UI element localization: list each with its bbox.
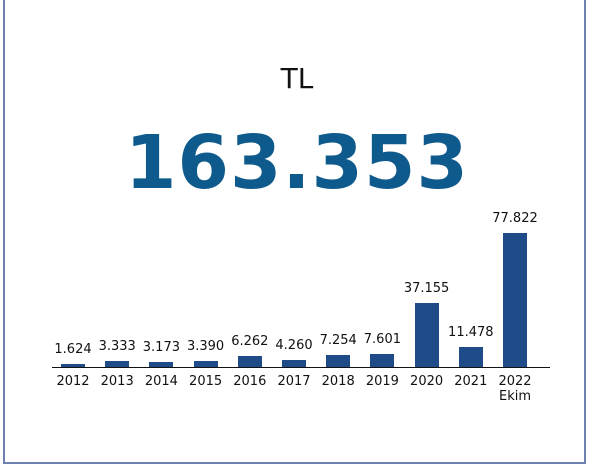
bar: [193, 361, 218, 367]
bar: [61, 364, 85, 367]
bar: [149, 361, 174, 367]
bar: [458, 347, 483, 367]
data-label: 3.173: [142, 339, 180, 355]
card-frame: [3, 0, 586, 464]
x-tick-label: 2022 Ekim: [498, 374, 532, 404]
data-label: 7.254: [319, 332, 357, 348]
x-tick-label: 2012: [56, 374, 90, 389]
data-label: 3.390: [186, 339, 225, 355]
x-tick-label: 2016: [233, 374, 267, 389]
data-label: 6.262: [231, 334, 269, 350]
x-tick-label: 2019: [365, 374, 399, 389]
bar: [503, 233, 527, 367]
bar: [105, 361, 130, 367]
baseline: [52, 367, 550, 368]
x-tick-label: 2020: [410, 374, 444, 389]
data-label: 37.155: [403, 281, 450, 297]
data-label: 4.260: [275, 337, 313, 353]
data-label: 7.601: [363, 331, 401, 347]
bar: [237, 356, 262, 367]
x-tick-label: 2015: [189, 374, 223, 389]
data-label: 3.333: [98, 339, 136, 355]
x-tick-label: 2018: [321, 374, 355, 389]
data-label: 1.624: [54, 342, 92, 358]
data-label: 77.822: [492, 211, 538, 226]
bar: [282, 359, 306, 367]
x-tick-label: 2014: [144, 374, 178, 389]
bar: [370, 353, 395, 367]
chart-title: TL: [280, 62, 314, 95]
x-tick-label: 2013: [100, 374, 134, 389]
bar: [326, 354, 351, 367]
total-value: 163.353: [124, 120, 470, 206]
x-tick-label: 2017: [277, 374, 311, 389]
data-label: 11.478: [448, 325, 494, 341]
bar: [414, 303, 439, 367]
x-tick-label: 2021: [454, 374, 488, 389]
